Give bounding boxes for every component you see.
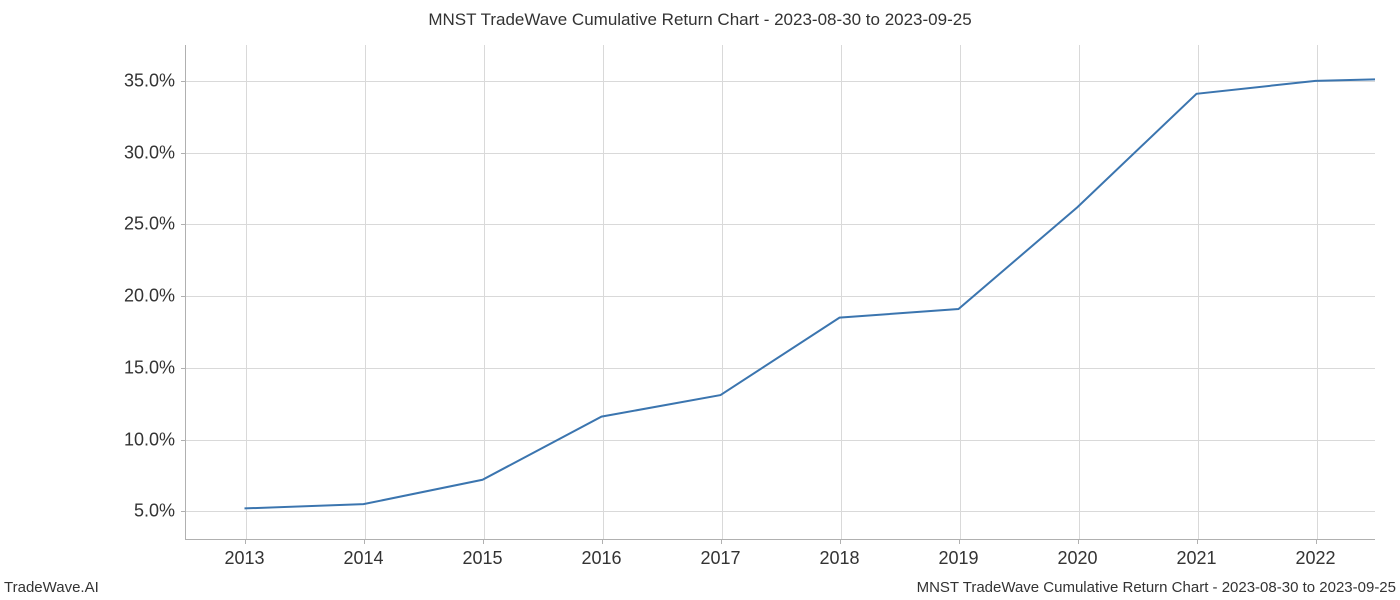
ytick-mark bbox=[181, 153, 185, 154]
ytick-label: 15.0% bbox=[124, 357, 175, 378]
xtick-mark bbox=[959, 540, 960, 544]
xtick-mark bbox=[602, 540, 603, 544]
footer-left: TradeWave.AI bbox=[4, 579, 99, 596]
xtick-label: 2019 bbox=[938, 548, 978, 569]
ytick-mark bbox=[181, 81, 185, 82]
ytick-label: 25.0% bbox=[124, 214, 175, 235]
xtick-label: 2020 bbox=[1057, 548, 1097, 569]
xtick-mark bbox=[1316, 540, 1317, 544]
ytick-mark bbox=[181, 368, 185, 369]
chart-title: MNST TradeWave Cumulative Return Chart -… bbox=[0, 10, 1400, 30]
ytick-label: 20.0% bbox=[124, 286, 175, 307]
xtick-label: 2022 bbox=[1295, 548, 1335, 569]
line-series bbox=[185, 45, 1375, 540]
xtick-mark bbox=[245, 540, 246, 544]
xtick-mark bbox=[721, 540, 722, 544]
xtick-mark bbox=[1078, 540, 1079, 544]
footer-right: MNST TradeWave Cumulative Return Chart -… bbox=[917, 579, 1396, 596]
ytick-mark bbox=[181, 296, 185, 297]
xtick-mark bbox=[364, 540, 365, 544]
xtick-label: 2018 bbox=[819, 548, 859, 569]
ytick-label: 5.0% bbox=[134, 501, 175, 522]
xtick-label: 2014 bbox=[343, 548, 383, 569]
xtick-label: 2017 bbox=[700, 548, 740, 569]
ytick-label: 35.0% bbox=[124, 70, 175, 91]
ytick-label: 10.0% bbox=[124, 429, 175, 450]
ytick-mark bbox=[181, 224, 185, 225]
ytick-mark bbox=[181, 440, 185, 441]
ytick-mark bbox=[181, 511, 185, 512]
xtick-label: 2015 bbox=[462, 548, 502, 569]
xtick-label: 2013 bbox=[224, 548, 264, 569]
xtick-label: 2016 bbox=[581, 548, 621, 569]
xtick-mark bbox=[840, 540, 841, 544]
ytick-label: 30.0% bbox=[124, 142, 175, 163]
xtick-mark bbox=[1197, 540, 1198, 544]
xtick-label: 2021 bbox=[1176, 548, 1216, 569]
xtick-mark bbox=[483, 540, 484, 544]
